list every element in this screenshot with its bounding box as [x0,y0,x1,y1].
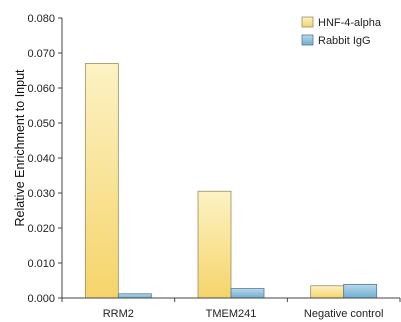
x-axis: RRM2 TMEM241 Negative control [61,297,401,320]
legend: HNF-4-alpha Rabbit IgG [301,16,382,47]
bars [84,63,378,299]
y-tick-label: 0.080 [27,13,55,25]
x-tick-label: TMEM241 [206,308,257,320]
bar-hnf-4-alpha [310,285,345,299]
x-tick-label: Negative control [304,308,384,320]
y-tick-label: 0.010 [27,258,55,270]
y-axis: 0.000 0.010 0.020 0.030 0.040 0.050 0.060 0.070… [27,13,63,305]
y-tick-label: 0.070 [27,48,55,60]
y-tick-label: 0.050 [27,118,55,130]
y-tick-label: 0.020 [27,223,55,235]
bar-hnf-4-alpha [84,63,119,299]
y-tick-label: 0.000 [27,293,55,305]
y-tick-label: 0.040 [27,153,55,165]
y-tick-label: 0.030 [27,188,55,200]
y-axis-label: Relative Enrichment to Input [13,69,27,227]
bar-hnf-4-alpha [197,190,232,299]
legend-swatch-rabbit-igg [301,34,314,46]
legend-label-rabbit-igg: Rabbit IgG [318,35,371,47]
bar-rabbit-igg [117,293,152,299]
x-tick-label: RRM2 [103,308,134,320]
legend-label-hnf-4-alpha: HNF-4-alpha [318,17,382,29]
y-tick-label: 0.060 [27,83,55,95]
bar-rabbit-igg [230,288,265,299]
bar-rabbit-igg [343,283,378,299]
legend-swatch-hnf-4-alpha [301,16,314,28]
